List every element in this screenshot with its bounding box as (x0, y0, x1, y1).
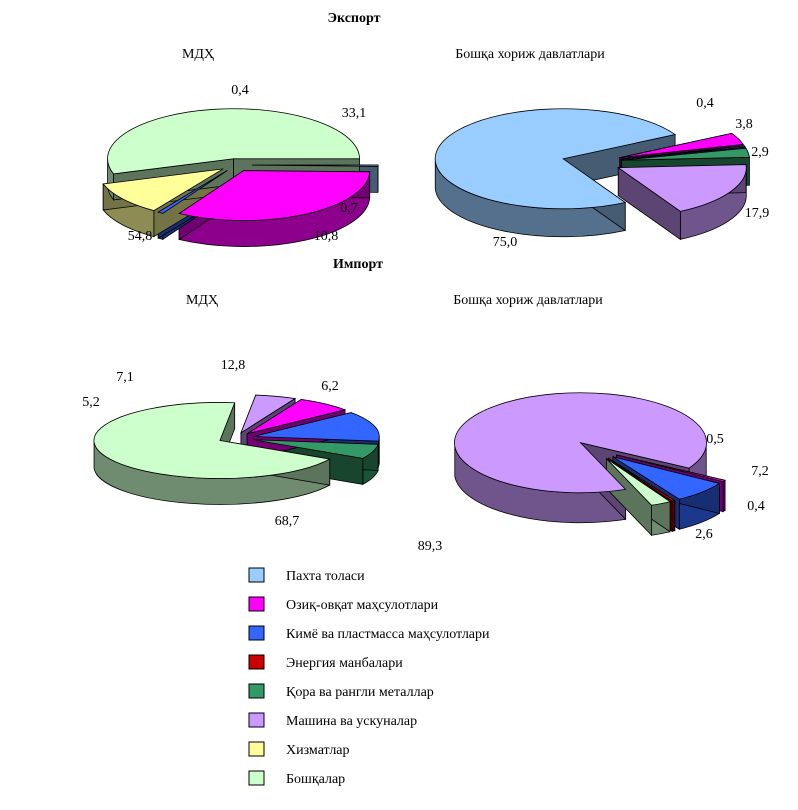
pie-0-label-3: 10,8 (314, 229, 339, 244)
pie-3-slice-1 (616, 454, 727, 483)
pie-2: МДҲ 12,8 6,2 68,7 5,2 7,1 (82, 293, 380, 529)
pie-title-0: МДҲ (182, 47, 214, 62)
legend-label-1: Озиқ-овқат маҳсулотлари (286, 598, 439, 613)
export-title: Экспорт (328, 11, 381, 26)
pie-0-label-1: 33,1 (342, 106, 367, 121)
pie-2-slice-1 (253, 439, 379, 459)
legend-label-3: Энергия манбалари (286, 656, 403, 671)
legend-swatch-1 (248, 596, 265, 612)
legend-swatch-5 (248, 712, 265, 728)
pie-0-label-4: 54,8 (128, 229, 153, 244)
pie-3-label-4: 2,6 (695, 527, 713, 542)
legend-swatch-2 (248, 625, 265, 641)
pie-2-slice-0 (253, 412, 380, 442)
pie-0-slice-0 (251, 164, 379, 167)
pie-3-slice-2 (612, 456, 721, 500)
pie-2-label-2: 68,7 (275, 514, 300, 529)
legend-swatch-6 (248, 741, 265, 757)
legend-label-2: Кимё ва пластмасса маҳсулотлари (286, 627, 490, 642)
legend-swatch-4 (248, 683, 265, 699)
pie-1-slice-3 (621, 147, 750, 161)
pie-title-1: Бошқа хориж давлатлари (455, 47, 605, 62)
pie-2-slice-2 (93, 402, 331, 479)
pie-3-label-3: 0,4 (747, 499, 765, 514)
pie-0-slice-1 (178, 170, 371, 221)
pie-2-label-4: 7,1 (116, 370, 134, 385)
pie-charts: МДҲ 0,4 33,1 0,710,8 54,8 Бошқа хориж давлатл… (82, 47, 769, 554)
legend-swatch-3 (248, 654, 265, 670)
pie-1-label-3: 2,9 (751, 145, 769, 160)
pie-3-slice-4 (606, 458, 672, 506)
pie-0-label-2: 0,7 (340, 201, 358, 216)
pie-1-slice-2 (620, 145, 746, 160)
legend-swatch-0 (248, 567, 265, 583)
pie-title-2: МДҲ (186, 293, 218, 308)
legend-label-4: Қора ва рангли металлар (286, 685, 434, 700)
pie-1-label-2: 0,4 (696, 96, 714, 111)
legend-label-5: Машина ва ускуналар (286, 714, 417, 729)
pie-2-label-0: 12,8 (221, 358, 246, 373)
pie-0-slice-2 (157, 170, 228, 214)
pie-1-slice-4 (617, 164, 747, 212)
pie-3: Бошқа хориж давлатлари 89,3 0,5 7,2 0,4 2,6 (418, 293, 769, 554)
legend: Пахта толаси Озиқ-овқат маҳсулотлари Кимё … (248, 567, 490, 787)
pie-1: Бошқа хориж давлатлари 75,0 3,8 0,4 2,9 17,9 (434, 47, 770, 250)
pie-1-label-4: 17,9 (745, 206, 770, 221)
pie-2-label-3: 5,2 (82, 395, 100, 410)
legend-label-6: Хизматлар (286, 743, 350, 758)
pie-1-slice-1 (619, 132, 744, 158)
pie-0-slice-4 (107, 108, 360, 175)
pie-3-label-0: 89,3 (418, 539, 443, 554)
pie-0-slice-3 (102, 168, 224, 212)
pie-title-3: Бошқа хориж давлатлари (453, 293, 603, 308)
legend-swatch-7 (248, 770, 265, 786)
pie-2-label-1: 6,2 (321, 379, 339, 394)
pie-3-slice-3 (608, 457, 676, 502)
import-title: Импорт (333, 257, 383, 272)
pie-0: МДҲ 0,4 33,1 0,710,8 54,8 (102, 47, 379, 247)
pie-1-label-0: 75,0 (493, 235, 518, 250)
pie-2-slice-4 (246, 399, 347, 435)
pie-3-slice-0 (454, 392, 707, 494)
pie-3-label-1: 0,5 (706, 432, 724, 447)
pie-2-slice-3 (240, 394, 297, 434)
pie-3-label-2: 7,2 (751, 464, 769, 479)
pie-1-label-1: 3,8 (735, 117, 753, 132)
legend-label-0: Пахта толаси (286, 569, 365, 584)
legend-label-7: Бошқалар (286, 772, 345, 787)
pie-0-label-0: 0,4 (231, 83, 249, 98)
pie-1-slice-0 (434, 108, 677, 210)
